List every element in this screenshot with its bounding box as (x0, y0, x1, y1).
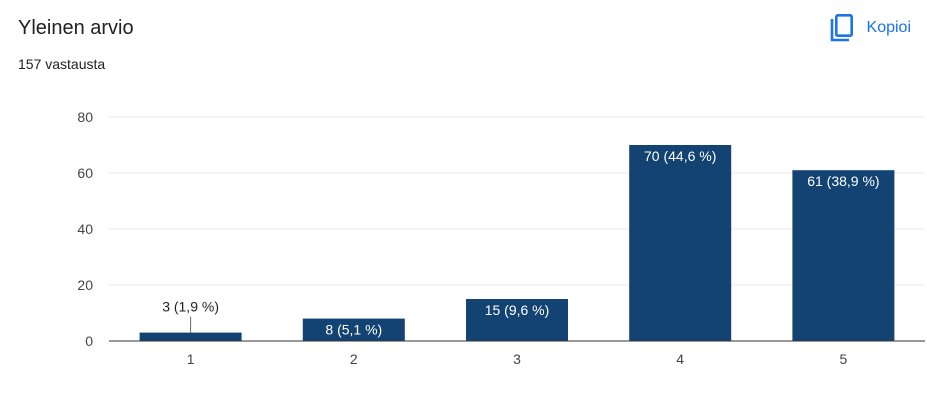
y-tick-label: 40 (77, 221, 93, 237)
copy-button[interactable]: Kopioi (823, 10, 917, 46)
data-label: 15 (9,6 %) (485, 302, 550, 318)
data-label: 3 (1,9 %) (162, 299, 219, 315)
response-count: 157 vastausta (18, 56, 106, 72)
bar (302, 318, 405, 341)
data-label: 8 (5,1 %) (325, 322, 382, 338)
y-tick-label: 0 (85, 333, 93, 349)
copy-button-label: Kopioi (866, 19, 911, 36)
bar (629, 145, 732, 341)
y-tick-label: 60 (77, 165, 93, 181)
copy-icon (829, 13, 855, 43)
x-tick-label: 3 (513, 351, 521, 367)
chart-title: Yleinen arvio (18, 17, 134, 39)
x-tick-label: 5 (840, 351, 848, 367)
x-tick-label: 1 (187, 351, 195, 367)
y-tick-label: 20 (77, 277, 93, 293)
data-label: 61 (38,9 %) (807, 173, 879, 189)
bar (466, 299, 568, 341)
bar (792, 170, 895, 341)
x-tick-label: 4 (676, 351, 684, 367)
bar (139, 332, 242, 341)
y-tick-label: 80 (77, 109, 93, 125)
x-tick-label: 2 (350, 351, 358, 367)
data-label: 70 (44,6 %) (644, 148, 716, 164)
